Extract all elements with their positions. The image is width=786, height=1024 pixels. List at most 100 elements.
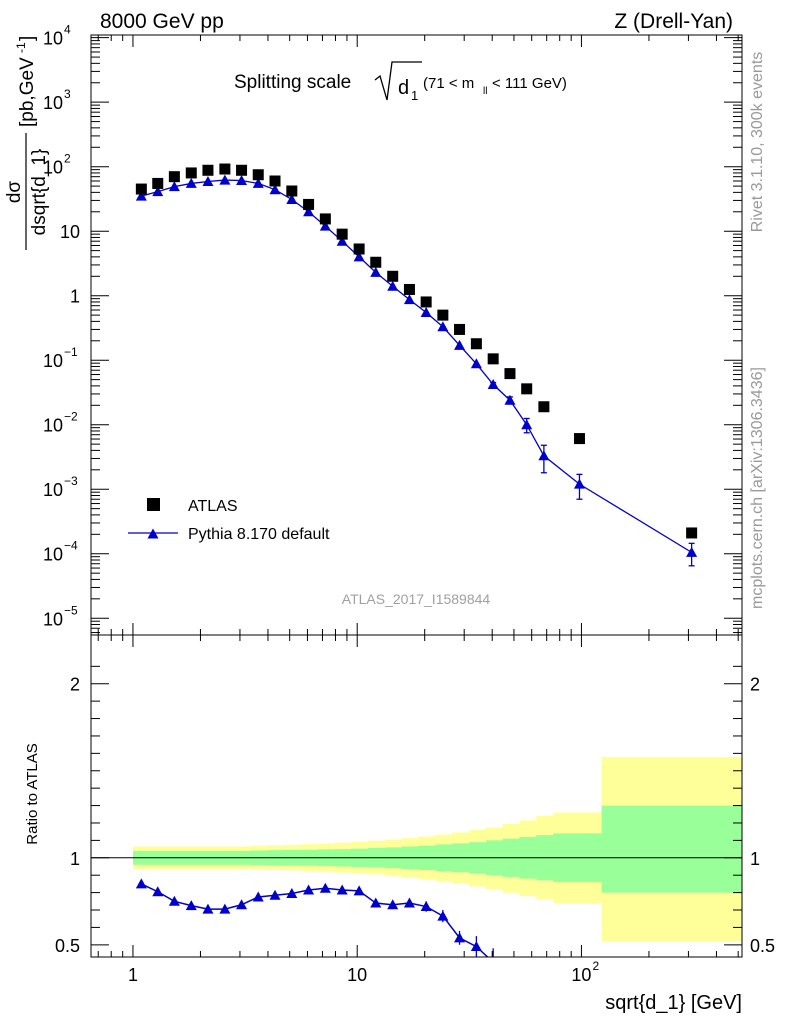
legend-marker-atlas: [147, 498, 160, 511]
pythia-point: [319, 220, 331, 231]
ylabel-unit-end: ]: [17, 36, 38, 41]
x-axis-label: sqrt{d_1} [GeV]: [605, 992, 742, 1014]
ratio-y-tick-label-right: 1: [750, 849, 760, 869]
ratio-y-label: Ratio to ATLAS: [24, 743, 41, 844]
ylabel-denominator: dsqrt{d_1}: [29, 149, 50, 236]
pythia-point: [252, 177, 264, 188]
atlas-point: [219, 163, 231, 175]
pythia-point: [470, 358, 482, 369]
ratio-pythia-point: [493, 956, 494, 957]
pythia-point: [686, 546, 698, 557]
atlas-point: [319, 213, 331, 225]
ratio-pythia-point: [202, 903, 214, 914]
energy-label: 8000 GeV pp: [100, 10, 224, 33]
atlas-point: [573, 433, 585, 445]
pythia-point: [219, 174, 231, 185]
rivet-label: Rivet 3.1.10, 300k events: [749, 52, 766, 233]
pythia-point: [202, 175, 214, 186]
title-cut-sub: ll: [483, 86, 487, 97]
ratio-pythia-point: [152, 886, 164, 897]
ratio-pythia-point: [236, 899, 248, 910]
ratio-pythia-line: [141, 883, 489, 957]
y-tick-label: 10: [43, 158, 63, 178]
pythia-point: [303, 206, 315, 217]
pythia-point: [236, 175, 248, 186]
ylabel-unit-sup: -1: [14, 42, 28, 53]
pythia-point: [454, 339, 466, 350]
ratio-pythia-point: [286, 887, 298, 898]
main-frame: [90, 34, 743, 636]
ratio-pythia-point: [336, 884, 348, 895]
pythia-point: [185, 177, 197, 188]
plot-title: Splitting scale: [234, 72, 351, 93]
atlas-point: [185, 167, 197, 179]
title-cut-end: < 111 GeV): [492, 75, 567, 92]
legend-label-pythia: Pythia 8.170 default: [188, 526, 330, 543]
ratio-pythia-point: [420, 901, 432, 912]
atlas-point: [286, 185, 298, 197]
pythia-line: [141, 179, 692, 553]
ratio-y-tick-label-left: 0.5: [55, 936, 80, 956]
ratio-pythia-point: [219, 903, 231, 914]
y-tick-label-sup: 4: [64, 23, 71, 37]
title-symbol-sub: 1: [411, 88, 418, 103]
atlas-point: [353, 243, 365, 255]
ratio-band-inner: [132, 805, 742, 893]
legend-label-atlas: ATLAS: [188, 498, 238, 515]
y-tick-label-sup: −5: [64, 603, 78, 617]
ratio-pythia-point: [252, 891, 264, 902]
atlas-point: [454, 323, 466, 335]
y-tick-label: 10: [43, 93, 63, 113]
ylabel-unit: [pb,GeV: [17, 57, 38, 127]
x-tick-label-sup: 2: [592, 959, 599, 973]
ratio-pythia-point: [454, 932, 466, 943]
y-tick-label-sup: −3: [64, 474, 78, 488]
y-axis-label: dσ dsqrt{d_1} [pb,GeV -1 ]: [4, 36, 50, 250]
atlas-point: [504, 368, 516, 380]
atlas-point: [387, 270, 399, 282]
atlas-point: [252, 169, 264, 181]
pythia-point: [403, 294, 415, 305]
analysis-id: ATLAS_2017_I1589844: [342, 591, 491, 607]
atlas-point: [303, 198, 315, 210]
pythia-point: [286, 193, 298, 204]
ratio-pythia-point: [135, 878, 147, 889]
ratio-y-tick-label-right: 0.5: [750, 936, 775, 956]
x-tick-label: 10: [571, 965, 591, 985]
atlas-point: [487, 353, 499, 365]
ratio-plot-area: [91, 756, 742, 957]
atlas-point: [236, 164, 248, 176]
atlas-point: [202, 164, 214, 176]
ratio-pythia-point: [370, 897, 382, 908]
atlas-point: [420, 296, 432, 308]
y-tick-label-sup: −1: [64, 345, 78, 359]
atlas-point: [168, 171, 180, 183]
atlas-point: [152, 177, 164, 189]
x-tick-label: 1: [128, 965, 138, 985]
ratio-pythia-point: [185, 900, 197, 911]
ratio-pythia-point: [303, 884, 315, 895]
y-tick-label-sup: −4: [64, 539, 78, 553]
y-tick-label-sup: 3: [64, 87, 71, 101]
ratio-frame: [90, 634, 743, 958]
pythia-point: [353, 251, 365, 262]
pythia-point: [152, 186, 164, 197]
mcplots-label: mcplots.cern.ch [arXiv:1306.3436]: [749, 367, 766, 609]
title-symbol: d: [398, 77, 409, 99]
ratio-pythia-point: [437, 910, 449, 921]
ratio-pythia-point: [403, 897, 415, 908]
pythia-point: [168, 181, 180, 192]
legend-marker-pythia: [147, 528, 159, 539]
pythia-point: [336, 235, 348, 246]
pythia-point: [370, 266, 382, 277]
y-tick-label: 10: [43, 609, 63, 629]
x-tick-label: 10: [347, 965, 367, 985]
atlas-point: [538, 401, 550, 413]
y-tick-label-sup: −2: [64, 410, 78, 424]
ratio-pythia-point: [168, 895, 180, 906]
ylabel-numerator: dσ: [4, 181, 25, 204]
ratio-pythia-point: [353, 885, 365, 896]
y-tick-label: 10: [43, 416, 63, 436]
pythia-point: [504, 394, 516, 405]
